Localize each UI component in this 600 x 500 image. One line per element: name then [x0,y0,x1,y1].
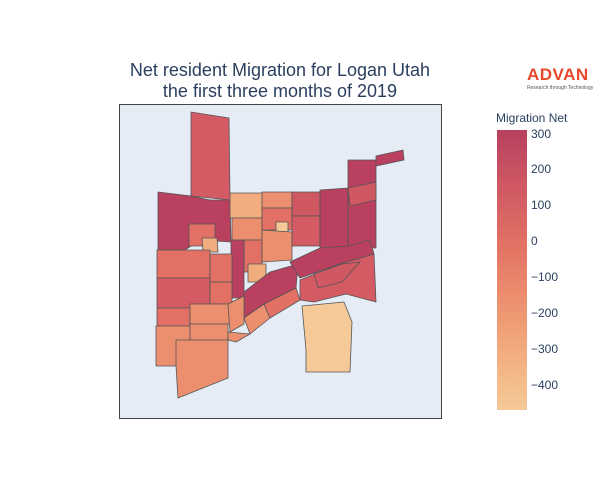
region-southwest [175,339,229,399]
region-ne-mid [319,187,349,251]
region-west-6 [189,303,233,325]
region-east-3 [313,261,361,289]
map-title: Net resident Migration for Logan Utah th… [100,60,460,102]
colorbar-tick-label: −100 [531,270,559,285]
region-ne-small-1 [291,191,321,217]
colorbar-tick-label: −300 [531,341,559,356]
region-ne-tall [347,159,377,249]
map-title-line-1: Net resident Migration for Logan Utah [129,60,431,80]
region-ne-far [375,149,405,167]
region-center-top-2 [261,191,293,209]
colorbar-tick-label: 100 [531,198,552,213]
map-title-line-2: the first three months of 2019 [162,81,398,101]
region-diag-5 [227,331,251,343]
region-west-1 [156,249,211,279]
region-west-5 [156,307,191,327]
colorbar-tick-label: 0 [531,234,538,249]
colorbar-tick-label: 200 [531,162,552,177]
region-diag-2 [227,295,245,333]
region-nw-small [201,237,219,253]
region-west-4 [209,281,233,305]
region-ne-light [347,181,377,207]
region-west-2 [209,253,233,283]
region-center-col-2 [261,229,293,263]
colorbar-tick-label: −400 [531,377,559,392]
colorbar-tick-label: −200 [531,306,559,321]
region-west-8 [189,323,229,341]
logo-wordmark: ADVAN [527,65,589,84]
colorbar-tick-label: 300 [531,126,552,141]
logo-tagline: Research through Technology [527,85,594,91]
region-east-1 [289,239,375,279]
region-ne-small-2 [291,215,321,247]
region-west-3 [156,277,211,309]
region-center-mid [231,217,263,241]
region-center-dark [230,239,245,299]
colorbar-title: Migration Net [496,111,568,125]
region-center-top [229,192,263,219]
colorbar-gradient [497,130,527,410]
region-north-tall [190,111,231,201]
advan-logo: ADVAN Research through Technology [527,65,594,92]
region-southeast-light [301,301,353,373]
